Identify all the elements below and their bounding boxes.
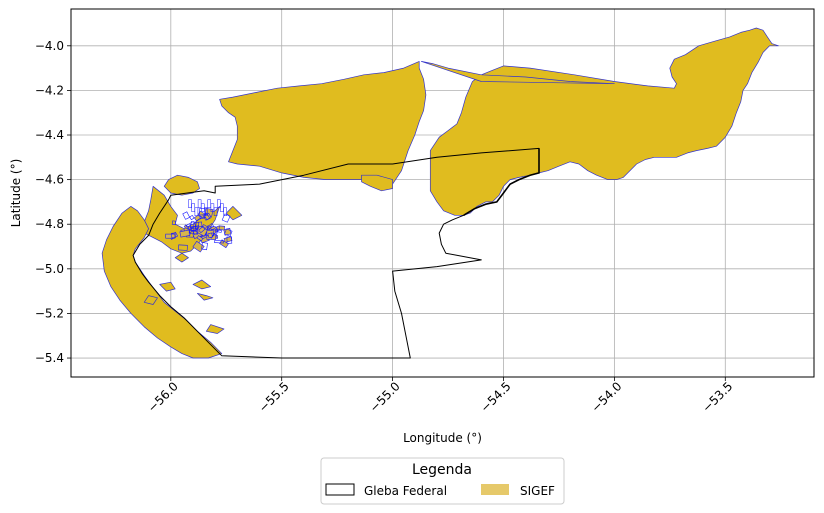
sigef-small-parcel: [188, 229, 199, 235]
y-tick-label-6: −5.2: [35, 306, 64, 320]
legend-swatch-sigef: [481, 484, 509, 495]
x-tick-label-0: −56.0: [145, 379, 181, 415]
sigef-parcel-1: [421, 61, 615, 85]
sigef-parcel-9: [197, 293, 214, 301]
sigef-small-parcel: [191, 203, 195, 212]
x-tick-label-3: −54.5: [478, 379, 514, 415]
legend-swatch-gleba-federal: [325, 483, 355, 496]
sigef-parcel-6: [101, 206, 223, 359]
y-tick-label-0: −4.0: [35, 39, 64, 53]
x-tick-label-2: −55.0: [367, 379, 403, 415]
sigef-small-parcel: [198, 225, 206, 234]
sigef-small-parcel: [201, 203, 205, 212]
sigef-small-parcel: [218, 225, 225, 231]
sigef-small-parcel: [221, 213, 231, 223]
legend-label-sigef: SIGEF: [520, 484, 555, 498]
x-axis-ticks: −56.0 −55.5 −55.0 −54.5 −54.0 −53.5: [145, 377, 735, 415]
sigef-small-parcel: [207, 223, 215, 230]
x-axis-label: Longitude (°): [403, 431, 482, 445]
sigef-small-parcel: [201, 242, 208, 251]
sigef-parcel-8: [159, 281, 176, 292]
y-tick-label-1: −4.2: [35, 83, 64, 97]
sigef-small-parcel: [223, 207, 227, 216]
sigef-parcel-2: [219, 61, 427, 185]
sigef-small-parcel: [226, 236, 233, 244]
sigef-small-parcel: [207, 232, 213, 239]
sigef-parcel-7: [192, 279, 212, 290]
y-axis-ticks: −4.0 −4.2 −4.4 −4.6 −4.8 −5.0 −5.2 −5.4: [35, 39, 71, 365]
sigef-small-parcel: [171, 232, 176, 239]
sigef-parcel-3: [361, 174, 393, 192]
sigef-small-parcel: [214, 240, 224, 244]
sigef-small-parcel: [165, 233, 176, 239]
sigef-small-parcel: [185, 221, 197, 231]
sigef-small-parcel: [214, 229, 222, 233]
sigef-small-parcel: [171, 220, 177, 226]
sigef-small-parcel: [220, 203, 224, 212]
legend-title: Legenda: [412, 462, 472, 478]
sigef-small-parcel: [213, 207, 218, 216]
sigef-small-parcel: [224, 228, 233, 237]
sigef-parcel-4: [163, 174, 200, 196]
sigef-parcel-10: [174, 252, 189, 263]
sigef-parcel-11: [143, 295, 158, 305]
y-tick-label-5: −5.0: [35, 262, 64, 276]
gleba-federal-shore-segment: [463, 148, 540, 216]
x-tick-label-4: −54.0: [589, 379, 625, 415]
sigef-small-parcel: [178, 244, 188, 251]
sigef-small-parcel: [193, 214, 201, 222]
gleba-federal-boundary: [132, 147, 540, 359]
sigef-parcel-0: [429, 27, 779, 216]
sigef-parcels: [101, 27, 779, 359]
y-tick-label-4: −4.8: [35, 217, 64, 231]
sigef-small-parcel: [196, 235, 204, 242]
sigef-small-parcel: [190, 221, 197, 230]
x-tick-label-5: −53.5: [699, 379, 735, 415]
y-tick-label-7: −5.4: [35, 351, 64, 365]
sigef-small-parcel: [204, 207, 208, 216]
legend: Legenda Gleba Federal SIGEF: [320, 457, 565, 505]
sigef-small-parcel: [198, 221, 203, 228]
y-tick-label-3: −4.6: [35, 173, 64, 187]
sigef-small-parcel: [202, 212, 211, 221]
y-tick-label-2: −4.4: [35, 128, 64, 142]
sigef-small-parcel: [189, 214, 195, 221]
sigef-small-parcel: [198, 207, 207, 216]
gleba-federal-outline: [132, 147, 540, 359]
sigef-parcel-13: [225, 206, 243, 221]
x-tick-label-1: −55.5: [256, 379, 292, 415]
axes-frame: [70, 8, 815, 378]
sigef-small-parcel: [197, 199, 202, 208]
sigef-small-parcel: [207, 199, 211, 208]
sigef-small-parcel: [188, 199, 192, 208]
y-axis-label: Latitude (°): [9, 159, 23, 228]
legend-label-gleba-federal: Gleba Federal: [364, 484, 447, 498]
sigef-small-parcel: [182, 211, 191, 220]
sigef-small-parcel: [195, 225, 208, 237]
sigef-dense-parcels: [165, 199, 233, 253]
sigef-small-parcel: [194, 207, 199, 216]
sigef-small-parcel: [219, 239, 229, 249]
sigef-parcel-12: [205, 324, 225, 334]
